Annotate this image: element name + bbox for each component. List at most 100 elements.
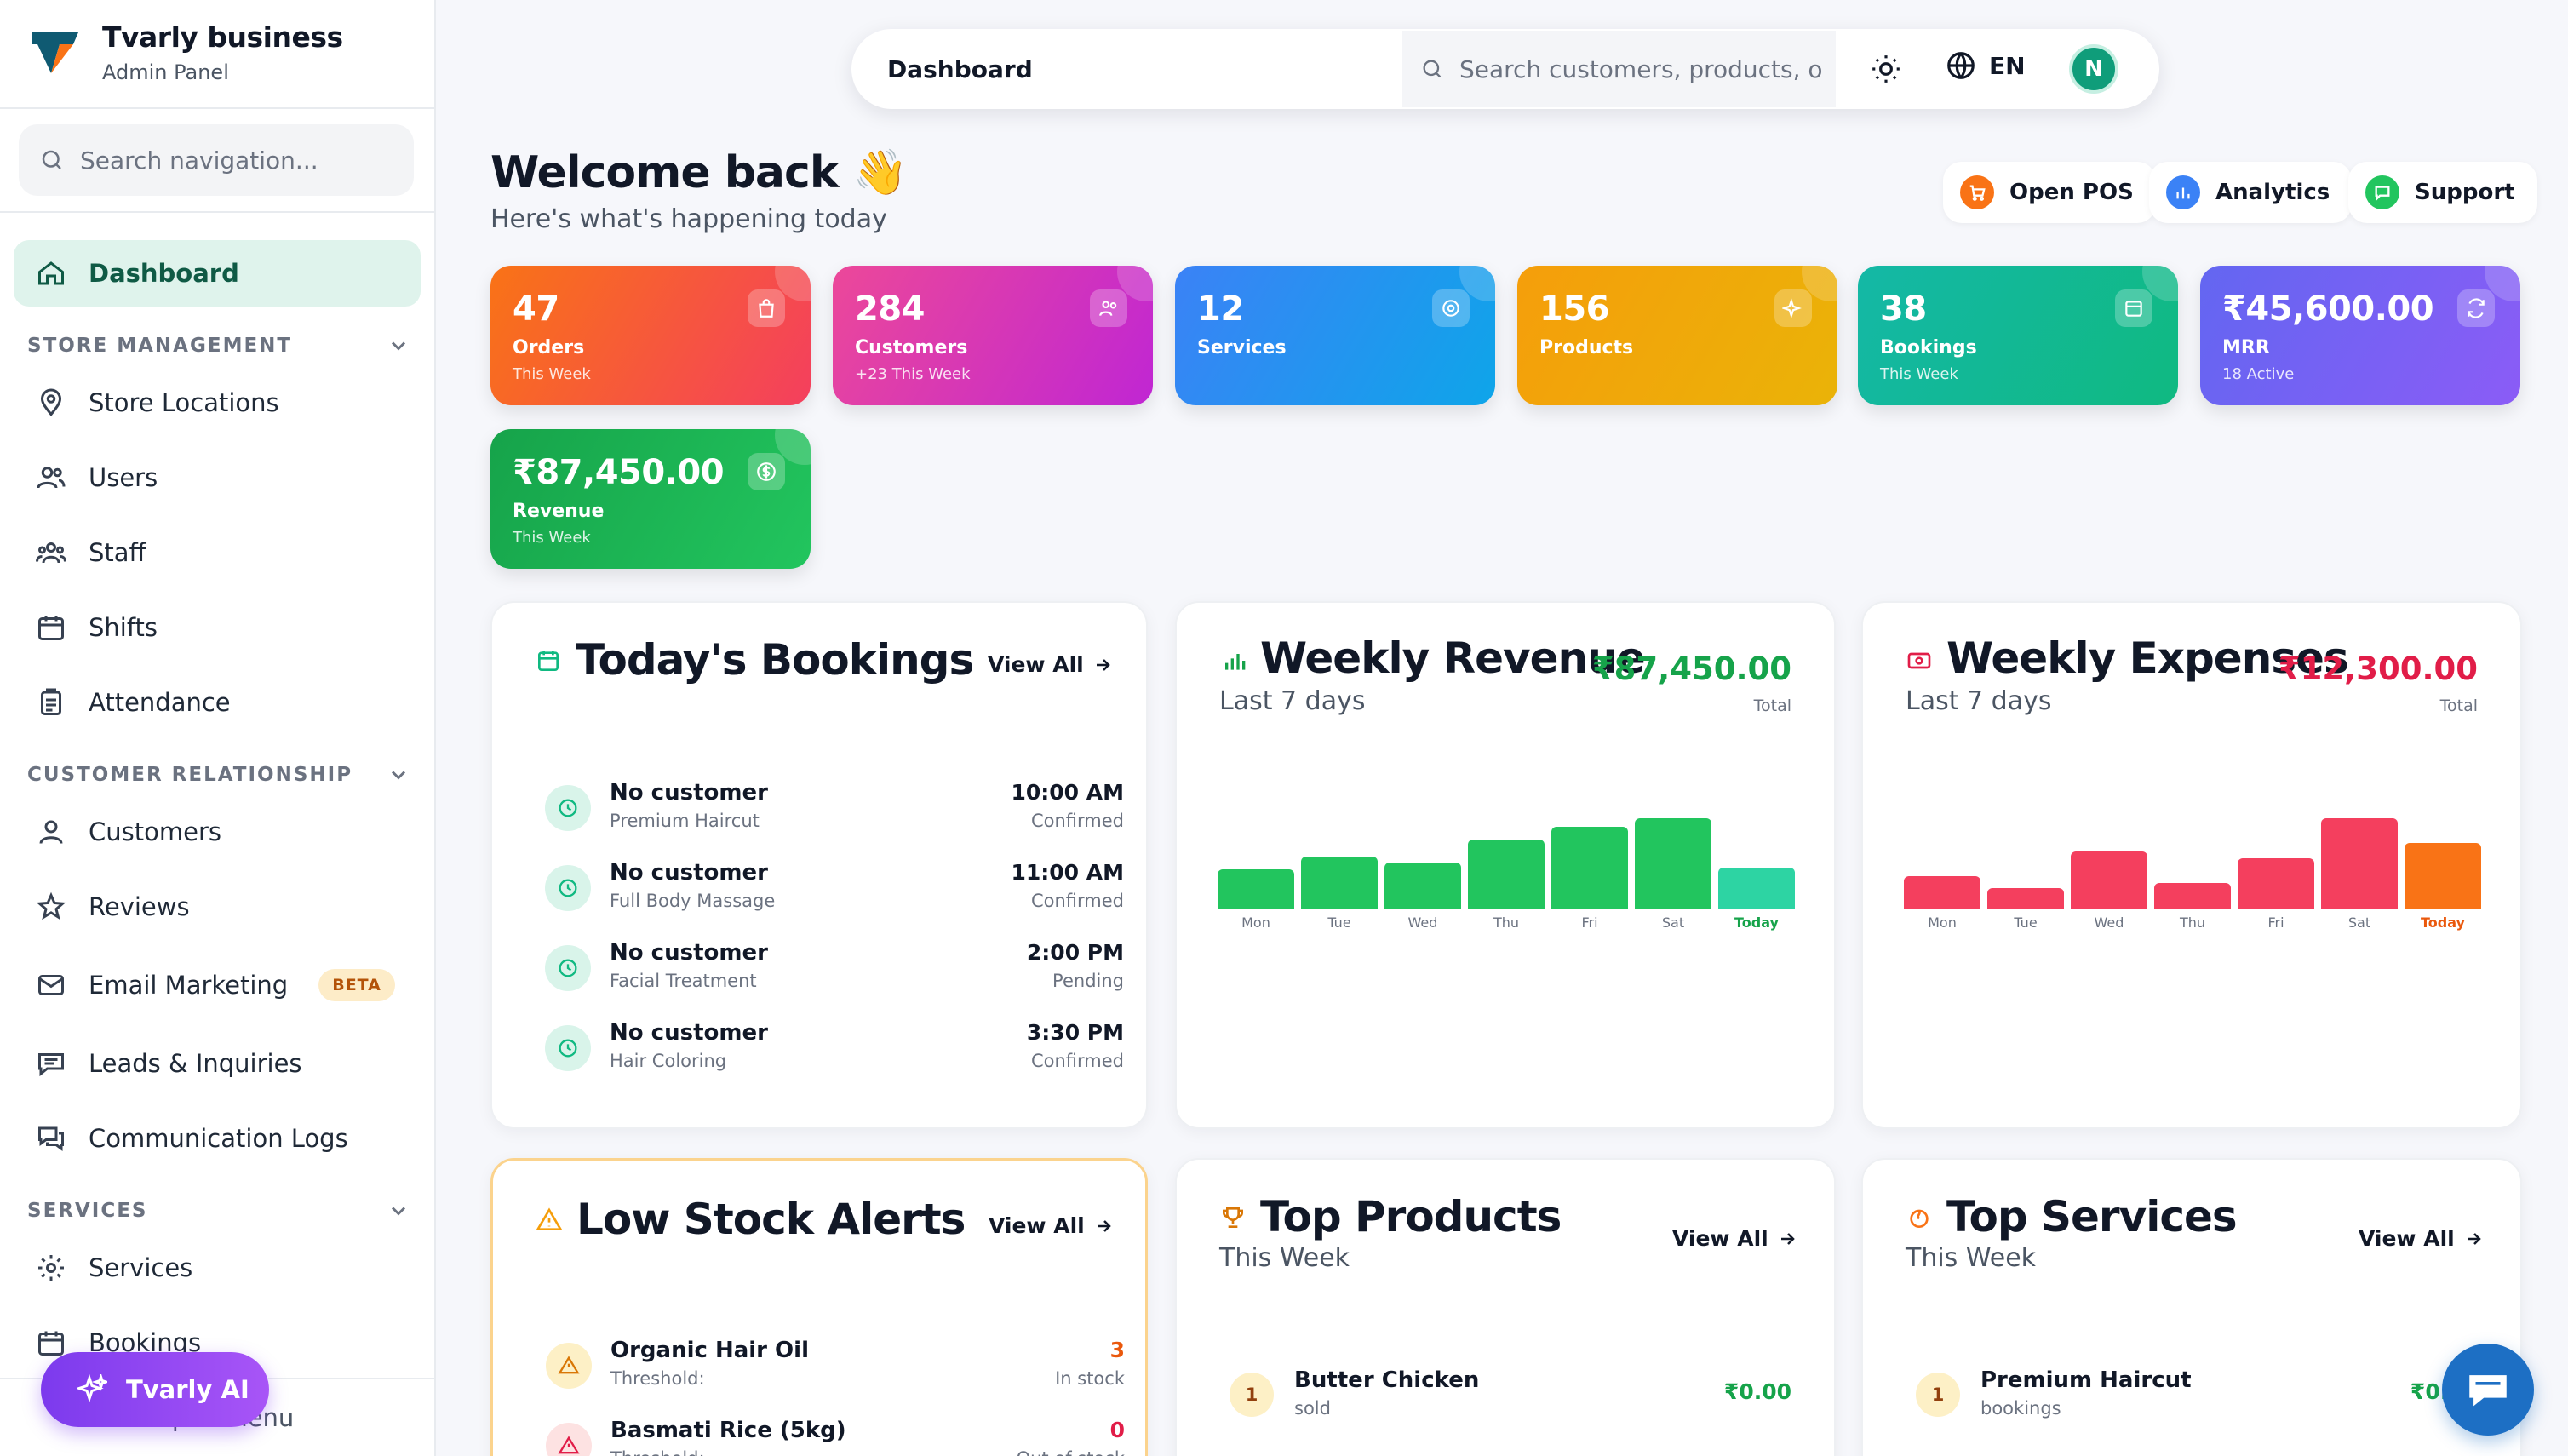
chart-bar[interactable] (1551, 827, 1628, 909)
chart-bar[interactable] (1468, 840, 1545, 909)
chart-bar[interactable] (2071, 851, 2147, 909)
panel-subtitle: This Week (1906, 1243, 2037, 1273)
open-pos-button[interactable]: Open POS (1943, 162, 2156, 223)
avatar[interactable]: N (2069, 44, 2118, 94)
panel-subtitle: This Week (1219, 1243, 1350, 1273)
top-service-row[interactable]: 1 Premium Haircut bookings ₹0.00 (1916, 1357, 2478, 1434)
booking-customer: No customer (610, 860, 768, 886)
users-icon (37, 467, 66, 489)
sidebar-item-attendance[interactable]: Attendance (14, 669, 421, 736)
nav-search-input[interactable]: Search navigation... (19, 124, 414, 196)
ai-button-label: Tvarly AI (126, 1375, 249, 1404)
chat-support-button[interactable] (2442, 1344, 2534, 1436)
tvarly-ai-button[interactable]: Tvarly AI (41, 1352, 269, 1427)
clipboard-icon (41, 688, 61, 715)
view-all-link[interactable]: View All (988, 652, 1113, 677)
view-all-link[interactable]: View All (2359, 1226, 2484, 1251)
sidebar-item-email-marketing[interactable]: Email Marketing BETA (14, 952, 421, 1018)
sidebar-item-users[interactable]: Users (14, 444, 421, 511)
section-header-label: CUSTOMER RELATIONSHIP (27, 764, 353, 786)
booking-row[interactable]: No customer Premium Haircut 10:00 AM Con… (545, 773, 1124, 841)
chart-x-label: Sat (2347, 914, 2371, 931)
sidebar-item-staff[interactable]: Staff (14, 519, 421, 586)
chart-bar[interactable] (2238, 858, 2314, 909)
calendar-icon (2115, 289, 2152, 327)
chart-bar[interactable] (1635, 818, 1711, 909)
breadcrumb: Dashboard (887, 54, 1033, 83)
view-all-link[interactable]: View All (989, 1213, 1114, 1238)
bar-chart-icon (2166, 175, 2200, 209)
clock-icon (545, 785, 591, 831)
chevron-down-icon (391, 1207, 406, 1216)
language-label: EN (1989, 51, 2026, 80)
top-product-row[interactable]: 1 Butter Chicken sold ₹0.00 (1230, 1357, 1791, 1434)
chart-bar[interactable] (1301, 857, 1378, 909)
stat-label: Services (1197, 337, 1287, 358)
low-stock-row[interactable]: Basmati Rice (5kg) Threshold: 0 Out of s… (546, 1407, 1125, 1456)
stat-card-revenue[interactable]: ₹87,450.00 Revenue This Week (490, 429, 811, 569)
stat-sub: This Week (513, 529, 591, 547)
stat-value: ₹87,450.00 (513, 453, 725, 492)
sidebar-item-communication-logs[interactable]: Communication Logs (14, 1105, 421, 1172)
chart-bar[interactable] (1718, 868, 1795, 909)
chart-x-label: Wed (2094, 914, 2124, 931)
brand[interactable]: Tvarly business Admin Panel (29, 20, 343, 84)
section-store-management[interactable]: STORE MANAGEMENT (27, 334, 410, 358)
sidebar-item-dashboard[interactable]: Dashboard (14, 240, 421, 307)
booking-row[interactable]: No customer Facial Treatment 2:00 PM Pen… (545, 933, 1124, 1001)
chart-x-label: Tue (2014, 914, 2038, 931)
section-services[interactable]: SERVICES (27, 1199, 410, 1223)
stat-label: MRR (2222, 337, 2270, 358)
nav-search-placeholder: Search navigation... (80, 146, 318, 175)
section-customer-relationship[interactable]: CUSTOMER RELATIONSHIP (27, 763, 410, 787)
booking-customer: No customer (610, 1020, 768, 1046)
section-header-label: SERVICES (27, 1200, 148, 1222)
home-icon (38, 261, 64, 285)
stat-card-orders[interactable]: 47 Orders This Week (490, 266, 811, 405)
sidebar-item-label: Reviews (89, 892, 190, 921)
support-button[interactable]: Support (2348, 162, 2537, 223)
stat-label: Revenue (513, 501, 605, 522)
expenses-bar-chart: Mon Tue Wed Thu Fri Sat Today (1904, 807, 2483, 960)
sidebar: Tvarly business Admin Panel Search navig… (0, 0, 436, 1456)
product-detail: sold (1294, 1398, 1331, 1419)
chart-bar[interactable] (2154, 883, 2231, 909)
sidebar-item-reviews[interactable]: Reviews (14, 874, 421, 940)
panel-title: Top Products (1260, 1192, 1562, 1241)
open-pos-label: Open POS (2009, 180, 2134, 205)
booking-row[interactable]: No customer Full Body Massage 11:00 AM C… (545, 853, 1124, 921)
product-name: Organic Hair Oil (610, 1338, 809, 1363)
arrow-right-icon (2467, 1232, 2481, 1245)
language-selector[interactable]: EN (1945, 49, 2026, 82)
product-name: Basmati Rice (5kg) (610, 1418, 846, 1443)
sidebar-item-shifts[interactable]: Shifts (14, 594, 421, 661)
chat-bubble-icon (2469, 1375, 2507, 1407)
stat-card-mrr[interactable]: ₹45,600.00 MRR 18 Active (2200, 266, 2520, 405)
booking-row[interactable]: No customer Hair Coloring 3:30 PM Confir… (545, 1013, 1124, 1081)
view-all-link[interactable]: View All (1672, 1226, 1797, 1251)
sidebar-item-leads[interactable]: Leads & Inquiries (14, 1030, 421, 1097)
chart-bar[interactable] (1904, 876, 1980, 909)
chart-bar[interactable] (1384, 863, 1461, 909)
sidebar-item-store-locations[interactable]: Store Locations (14, 370, 421, 436)
chart-bar[interactable] (1987, 888, 2064, 909)
chart-x-label: Sat (1661, 914, 1685, 931)
chart-bar[interactable] (2321, 818, 2398, 909)
stat-card-customers[interactable]: 284 Customers +23 This Week (833, 266, 1153, 405)
chart-bar[interactable] (2405, 843, 2481, 909)
sidebar-item-customers[interactable]: Customers (14, 799, 421, 865)
sidebar-item-services[interactable]: Services (14, 1235, 421, 1301)
map-pin-icon (40, 388, 62, 416)
theme-toggle-sun-icon[interactable] (1870, 53, 1902, 85)
chart-bar[interactable] (1218, 869, 1294, 909)
sparkles-icon (77, 1374, 107, 1403)
stat-card-bookings[interactable]: 38 Bookings This Week (1858, 266, 2178, 405)
stat-card-products[interactable]: 156 Products (1517, 266, 1837, 405)
analytics-button[interactable]: Analytics (2149, 162, 2353, 223)
rank-badge: 1 (1230, 1373, 1274, 1417)
users-icon (1090, 289, 1127, 327)
low-stock-row[interactable]: Organic Hair Oil Threshold: 3 In stock (546, 1327, 1125, 1404)
total-value: ₹12,300.00 (2278, 651, 2478, 687)
global-search-input[interactable]: Search customers, products, o (1402, 31, 1836, 107)
stat-card-services[interactable]: 12 Services (1175, 266, 1495, 405)
